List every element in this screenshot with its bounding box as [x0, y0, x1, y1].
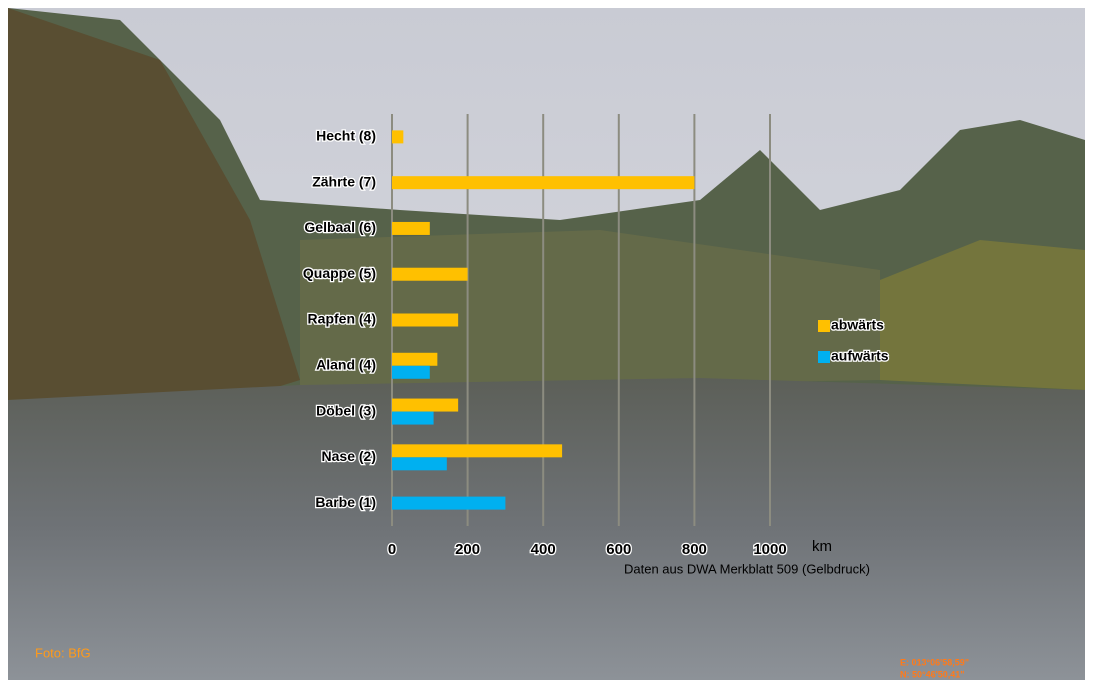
- bar: [392, 444, 562, 457]
- category-label: Barbe (1): [315, 494, 376, 510]
- bar: [392, 176, 694, 189]
- bar: [392, 130, 403, 143]
- bar: [392, 353, 437, 366]
- note: Daten aus DWA Merkblatt 509 (Gelbdruck): [624, 561, 870, 576]
- category-label: Zährte (7): [312, 173, 376, 189]
- bar: [392, 366, 430, 379]
- bar: [392, 314, 458, 327]
- category-label: Döbel (3): [316, 402, 376, 418]
- category-label: Nase (2): [322, 448, 376, 464]
- photo-credit: Foto: BfG: [35, 645, 91, 660]
- category-label: Rapfen (4): [308, 311, 376, 327]
- bar: [392, 497, 505, 510]
- bar: [392, 412, 434, 425]
- x-axis-label: km: [812, 538, 832, 555]
- bar: [392, 268, 468, 281]
- x-tick-label: 200: [455, 541, 480, 558]
- category-label: Hecht (8): [316, 128, 376, 144]
- x-tick-label: 1000: [753, 541, 786, 558]
- legend-label: abwärts: [831, 317, 884, 333]
- legend-swatch: [818, 320, 830, 332]
- coordinates: N: 50°46'50,41": [900, 669, 965, 679]
- bar: [392, 222, 430, 235]
- x-tick-label: 400: [531, 541, 556, 558]
- category-label: Quappe (5): [303, 265, 376, 281]
- category-label: Aland (4): [316, 356, 376, 372]
- chart: Foto: BfG E: 013°06'58,59" N: 50°46'50,4…: [0, 0, 1093, 686]
- legend-label: aufwärts: [831, 348, 889, 364]
- bar: [392, 457, 447, 470]
- legend-swatch: [818, 351, 830, 363]
- x-tick-label: 800: [682, 541, 707, 558]
- x-tick-label: 0: [388, 541, 396, 558]
- coordinates: E: 013°06'58,59": [900, 657, 969, 667]
- bar: [392, 399, 458, 412]
- photo-background: [8, 8, 1085, 680]
- category-label: Gelbaal (6): [304, 219, 376, 235]
- x-tick-label: 600: [606, 541, 631, 558]
